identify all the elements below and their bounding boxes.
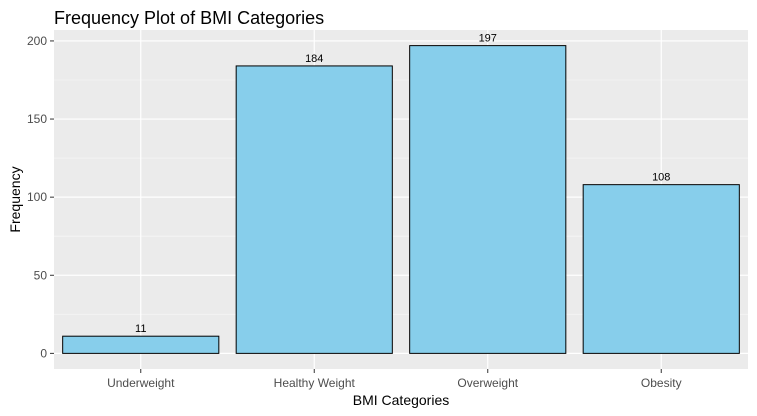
data-label: 11 [135, 323, 146, 335]
x-tick-label: Obesity [641, 376, 682, 390]
x-tick-label: Overweight [457, 376, 518, 390]
chart-title: Frequency Plot of BMI Categories [54, 8, 324, 28]
x-tick-label: Healthy Weight [274, 376, 356, 390]
bar-healthy-weight [235, 65, 393, 354]
y-axis-title: Frequency [7, 166, 23, 232]
y-tick-label: 50 [34, 268, 48, 282]
bars [62, 45, 740, 354]
data-label: 197 [479, 33, 497, 45]
bar-obesity [582, 184, 740, 354]
bar-underweight [62, 335, 220, 354]
y-tick-label: 200 [27, 34, 47, 48]
bar-overweight [409, 45, 567, 354]
data-label: 108 [652, 172, 670, 184]
data-label: 184 [305, 53, 323, 65]
bar-data-labels: 11 184 197 108 [135, 33, 670, 336]
y-tick-label: 0 [40, 346, 47, 360]
y-tick-label: 100 [27, 190, 47, 204]
y-tick-label: 150 [27, 112, 47, 126]
x-axis: Underweight Healthy Weight Overweight Obesi… [107, 369, 682, 390]
y-axis: 0 50 100 150 200 [27, 34, 54, 360]
x-axis-title: BMI Categories [353, 392, 449, 408]
x-tick-label: Underweight [107, 376, 175, 390]
